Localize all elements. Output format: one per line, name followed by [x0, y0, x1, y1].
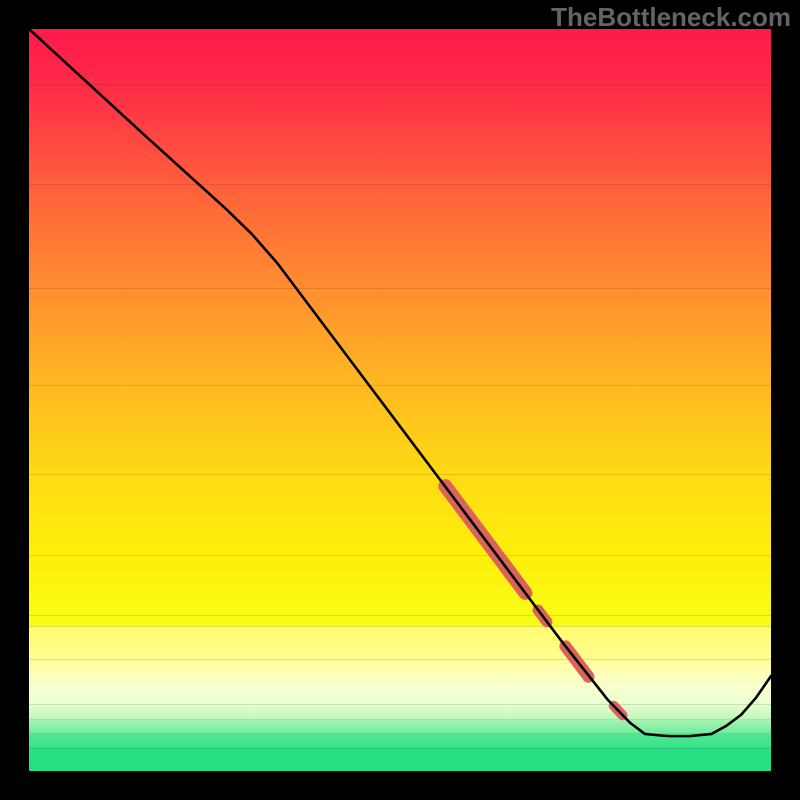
- gradient-band: [29, 385, 771, 474]
- gradient-band: [29, 29, 771, 85]
- gradient-band: [29, 682, 771, 704]
- gradient-band: [29, 474, 771, 556]
- gradient-band: [29, 289, 771, 385]
- watermark-text: TheBottleneck.com: [551, 2, 791, 33]
- gradient-band: [29, 704, 771, 719]
- gradient-band: [29, 626, 771, 659]
- gradient-band: [29, 660, 771, 682]
- chart-svg: [29, 29, 771, 771]
- gradient-band: [29, 719, 771, 734]
- chart-stage: TheBottleneck.com: [0, 0, 800, 800]
- gradient-band: [29, 185, 771, 289]
- gradient-band: [29, 749, 771, 771]
- gradient-band: [29, 556, 771, 615]
- gradient-band: [29, 615, 771, 626]
- plot-area: [29, 29, 771, 771]
- gradient-band: [29, 85, 771, 185]
